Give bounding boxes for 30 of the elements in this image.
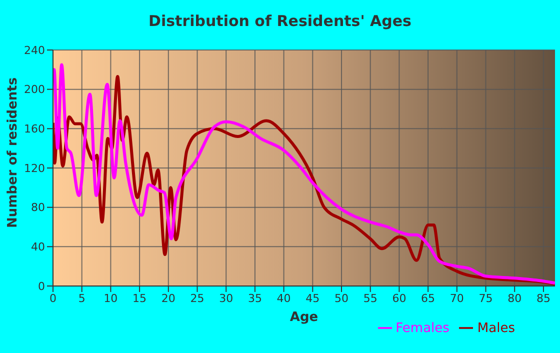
y-axis-title: Number of residents bbox=[6, 77, 21, 228]
x-tick-label: 20 bbox=[161, 292, 176, 305]
x-tick-label: 10 bbox=[104, 292, 118, 305]
x-axis-title: Age bbox=[290, 310, 318, 325]
legend-label: Males bbox=[477, 321, 515, 336]
x-tick-label: 75 bbox=[478, 292, 493, 305]
chart-title: Distribution of Residents' Ages bbox=[148, 12, 412, 30]
x-tick-label: 50 bbox=[334, 292, 349, 305]
y-tick-label: 80 bbox=[31, 201, 45, 214]
x-tick-label: 40 bbox=[276, 292, 291, 305]
x-tick-label: 30 bbox=[219, 292, 234, 305]
y-tick-label: 120 bbox=[24, 162, 45, 175]
x-tick-label: 60 bbox=[392, 292, 406, 305]
x-tick-label: 80 bbox=[508, 292, 522, 305]
x-tick-label: 70 bbox=[450, 292, 464, 305]
x-tick-label: 5 bbox=[78, 292, 86, 305]
y-tick-label: 240 bbox=[24, 44, 45, 57]
x-tick-label: 85 bbox=[536, 292, 550, 305]
x-tick-label: 65 bbox=[421, 292, 436, 305]
x-tick-label: 55 bbox=[363, 292, 378, 305]
legend-label: Females bbox=[396, 321, 450, 336]
y-tick-label: 40 bbox=[31, 240, 45, 254]
x-tick-label: 35 bbox=[248, 292, 262, 305]
y-tick-label: 160 bbox=[24, 122, 45, 136]
x-tick-label: 15 bbox=[132, 292, 147, 305]
y-tick-label: 200 bbox=[24, 83, 45, 96]
y-tick-label: 0 bbox=[38, 280, 45, 293]
x-tick-label: 25 bbox=[190, 292, 204, 305]
x-tick-label: 45 bbox=[306, 292, 320, 305]
x-tick-label: 0 bbox=[50, 292, 56, 305]
